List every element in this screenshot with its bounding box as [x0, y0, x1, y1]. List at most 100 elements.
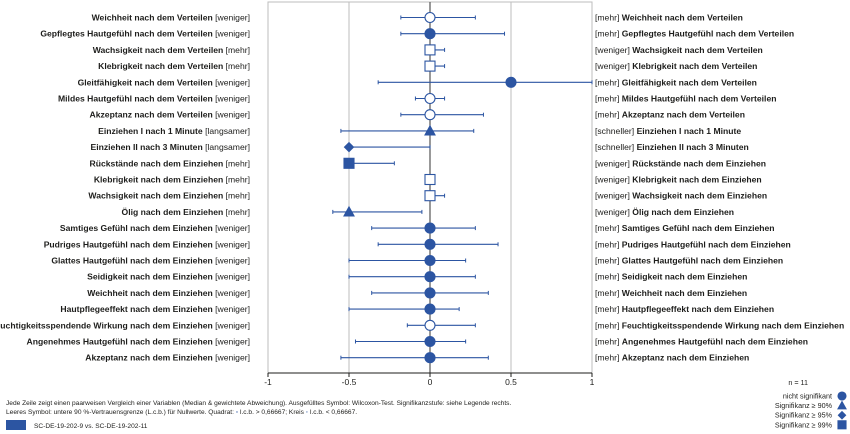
row-left-variable: Rückstände nach dem Einziehen — [90, 158, 226, 168]
row-left-direction: [weniger] — [215, 337, 250, 347]
row-left-variable: Hautpflegeeffekt nach dem Einziehen — [60, 304, 215, 314]
row-left-variable: Weichheit nach dem Verteilen — [92, 13, 216, 23]
row-left-direction: [weniger] — [215, 94, 250, 104]
row-right-direction: [mehr] — [595, 256, 622, 266]
row-right-direction: [mehr] — [595, 13, 622, 23]
data-point-circle — [424, 109, 436, 121]
row-right-label: [mehr] Weichheit nach dem Einziehen — [595, 288, 747, 298]
data-point-square — [424, 190, 436, 202]
row-left-direction: [langsamer] — [205, 126, 250, 136]
row-left-variable: Gleitfähigkeit nach dem Verteilen — [78, 77, 216, 87]
comparison-swatch — [6, 420, 26, 430]
row-right-label: [schneller] Einziehen I nach 1 Minute — [595, 126, 741, 136]
row-right-direction: [mehr] — [595, 353, 622, 363]
row-right-label: [mehr] Glattes Hautgefühl nach dem Einzi… — [595, 256, 783, 266]
row-right-label: [mehr] Seidigkeit nach dem Einziehen — [595, 272, 747, 282]
row-right-direction: [mehr] — [595, 110, 622, 120]
row-left-label: Einziehen I nach 1 Minute [langsamer] — [98, 126, 250, 136]
data-row: Samtiges Gefühl nach dem Einziehen [weni… — [60, 222, 775, 234]
row-left-label: Wachsigkeit nach dem Einziehen [mehr] — [88, 191, 250, 201]
row-right-variable: Akzeptanz nach dem Einziehen — [622, 353, 750, 363]
row-right-label: [weniger] Ölig nach dem Einziehen — [595, 207, 734, 217]
row-right-label: [mehr] Gepflegtes Hautgefühl nach dem Ve… — [595, 29, 794, 39]
row-right-variable: Wachsigkeit nach dem Einziehen — [632, 191, 767, 201]
row-right-direction: [mehr] — [595, 320, 622, 330]
row-left-direction: [weniger] — [215, 353, 250, 363]
row-left-label: Akzeptanz nach dem Einziehen [weniger] — [85, 353, 250, 363]
row-right-variable: Weichheit nach dem Verteilen — [622, 13, 743, 23]
x-tick-label: 0.5 — [505, 377, 517, 387]
data-point-circle — [424, 254, 436, 267]
row-right-variable: Gepflegtes Hautgefühl nach dem Verteilen — [622, 29, 794, 39]
footnote-part-3: l.c.b. < 0,66667. — [310, 409, 357, 416]
row-right-label: [weniger] Klebrigkeit nach dem Verteilen — [595, 61, 757, 71]
row-right-label: [weniger] Klebrigkeit nach dem Einziehen — [595, 175, 762, 185]
row-right-variable: Akzeptanz nach dem Verteilen — [622, 110, 745, 120]
row-left-label: Gleitfähigkeit nach dem Verteilen [wenig… — [78, 77, 250, 87]
legend-circle-icon — [837, 391, 847, 401]
row-right-label: [mehr] Akzeptanz nach dem Einziehen — [595, 353, 749, 363]
row-left-label: Angenehmes Hautgefühl nach dem Einziehen… — [27, 337, 251, 347]
row-right-direction: [weniger] — [595, 61, 632, 71]
data-point-circle — [424, 287, 436, 299]
row-left-variable: Feuchtigkeitsspendende Wirkung nach dem … — [0, 320, 215, 330]
row-left-label: Weichheit nach dem Verteilen [weniger] — [92, 13, 250, 23]
row-left-direction: [weniger] — [215, 320, 250, 330]
data-point-circle — [505, 76, 517, 88]
row-right-variable: Pudriges Hautgefühl nach dem Einziehen — [622, 239, 791, 249]
row-left-label: Pudriges Hautgefühl nach dem Einziehen [… — [44, 239, 250, 249]
row-left-label: Einziehen II nach 3 Minuten [langsamer] — [90, 142, 250, 152]
row-left-variable: Ölig nach dem Einziehen — [122, 207, 226, 217]
legend-item-label: Signifikanz ≥ 90% — [775, 401, 833, 410]
row-left-direction: [langsamer] — [205, 142, 250, 152]
row-left-variable: Samtiges Gefühl nach dem Einziehen — [60, 223, 215, 233]
row-left-variable: Wachsigkeit nach dem Einziehen — [88, 191, 225, 201]
row-left-label: Klebrigkeit nach dem Verteilen [mehr] — [98, 61, 250, 71]
row-left-direction: [mehr] — [226, 207, 250, 217]
footnote-square-symbol: ▫ — [236, 409, 240, 416]
grid-layer — [267, 1, 593, 374]
row-right-direction: [weniger] — [595, 191, 632, 201]
legend-item-label: Signifikanz ≥ 95% — [775, 411, 833, 420]
data-row: Einziehen II nach 3 Minuten [langsamer][… — [90, 141, 749, 153]
data-point-square — [424, 60, 436, 72]
data-point-circle — [424, 222, 436, 234]
row-right-label: [schneller] Einziehen II nach 3 Minuten — [595, 142, 749, 152]
row-right-variable: Ölig nach dem Einziehen — [632, 207, 734, 217]
data-point-square — [343, 157, 355, 169]
data-row: Glattes Hautgefühl nach dem Einziehen [w… — [51, 254, 783, 267]
row-right-direction: [mehr] — [595, 304, 622, 314]
x-tick-label: -0.5 — [342, 377, 357, 387]
row-left-direction: [weniger] — [215, 239, 250, 249]
row-right-label: [mehr] Akzeptanz nach dem Verteilen — [595, 110, 745, 120]
row-right-direction: [mehr] — [595, 288, 622, 298]
legend-diamond-icon — [837, 410, 847, 420]
data-point-triangle — [424, 124, 436, 136]
row-left-variable: Mildes Hautgefühl nach dem Verteilen — [58, 94, 215, 104]
row-left-direction: [mehr] — [226, 61, 250, 71]
rows-layer: Weichheit nach dem Verteilen [weniger] [m… — [0, 11, 844, 364]
row-left-label: Gepflegtes Hautgefühl nach dem Verteilen… — [40, 29, 250, 39]
row-right-direction: [mehr] — [595, 239, 622, 249]
row-right-variable: Weichheit nach dem Einziehen — [622, 288, 747, 298]
row-left-variable: Akzeptanz nach dem Verteilen — [90, 110, 216, 120]
comparison-label: SC-DE-19-202-9 vs. SC-DE-19-202-11 — [34, 423, 148, 430]
row-left-variable: Gepflegtes Hautgefühl nach dem Verteilen — [40, 29, 215, 39]
row-right-variable: Seidigkeit nach dem Einziehen — [622, 272, 748, 282]
data-row: Hautpflegeeffekt nach dem Einziehen [wen… — [60, 303, 774, 315]
footnote-line-2: Leeres Symbol: untere 90 %-Vertrauensgre… — [6, 409, 357, 416]
row-right-direction: [mehr] — [595, 94, 622, 104]
data-row: Einziehen I nach 1 Minute [langsamer] [sc… — [98, 124, 741, 136]
row-left-variable: Klebrigkeit nach dem Einziehen — [94, 175, 226, 185]
row-left-variable: Einziehen II nach 3 Minuten — [90, 142, 205, 152]
data-row: Feuchtigkeitsspendende Wirkung nach dem … — [0, 319, 844, 331]
row-right-variable: Mildes Hautgefühl nach dem Verteilen — [622, 94, 777, 104]
data-row: Weichheit nach dem Verteilen [weniger] [m… — [92, 11, 743, 24]
row-left-direction: [weniger] — [215, 223, 250, 233]
row-right-label: [mehr] Mildes Hautgefühl nach dem Vertei… — [595, 94, 776, 104]
row-right-label: [weniger] Wachsigkeit nach dem Verteilen — [595, 45, 763, 55]
data-row: Akzeptanz nach dem Einziehen [weniger] [m… — [85, 352, 749, 364]
row-right-direction: [weniger] — [595, 45, 632, 55]
data-row: Seidigkeit nach dem Einziehen [weniger][… — [87, 271, 747, 283]
